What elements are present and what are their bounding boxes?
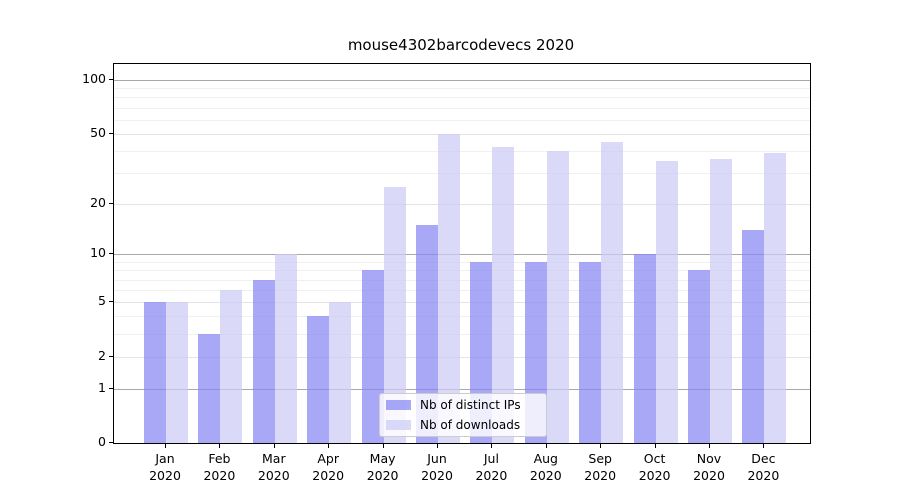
bar-downloads-oct	[655, 161, 678, 443]
y-axis-tick-label: 100	[82, 71, 106, 87]
bar-downloads-jul	[492, 147, 515, 443]
bar-downloads-jan	[166, 302, 188, 443]
x-axis-tick-label: Aug 2020	[529, 451, 562, 483]
x-tick-mark	[600, 444, 602, 448]
x-axis-tick-label: Feb 2020	[203, 451, 236, 483]
gridline-major	[114, 133, 810, 135]
y-tick-mark	[109, 301, 113, 303]
gridline-major	[114, 388, 810, 390]
x-axis-tick-label: Jul 2020	[475, 451, 508, 483]
chart-title: mouse4302barcodevecs 2020	[347, 36, 575, 54]
gridline-minor	[114, 119, 810, 121]
y-tick-mark	[109, 442, 113, 443]
gridline-minor	[114, 97, 810, 99]
legend: Nb of distinct IPs Nb of downloads	[379, 393, 547, 437]
gridline-minor	[114, 290, 810, 291]
bar-downloads-sep	[601, 141, 624, 443]
x-tick-mark	[165, 444, 166, 448]
x-tick-mark	[763, 444, 765, 448]
plot-area	[113, 63, 811, 444]
bar-distinct-ips-mar	[252, 279, 275, 443]
legend-label: Nb of downloads	[420, 418, 521, 432]
gridline-major	[114, 80, 810, 82]
legend-swatch	[386, 400, 411, 410]
bar-downloads-feb	[220, 290, 243, 443]
x-tick-mark	[382, 444, 384, 448]
x-axis-tick-label: Sep 2020	[584, 451, 617, 483]
y-axis-tick-label: 2	[98, 347, 106, 363]
gridline-minor	[114, 88, 810, 90]
x-tick-mark	[491, 444, 493, 448]
y-axis-tick-label: 10	[90, 245, 106, 261]
bar-distinct-ips-nov	[688, 270, 710, 443]
bar-distinct-ips-apr	[307, 316, 330, 443]
gridline-minor	[114, 172, 810, 174]
legend-swatch	[386, 420, 411, 430]
gridline-minor	[114, 270, 810, 272]
gridline-minor	[114, 261, 810, 263]
x-tick-mark	[437, 444, 438, 448]
y-tick-mark	[109, 355, 113, 357]
bar-downloads-mar	[274, 254, 297, 443]
x-axis-tick-label: Dec 2020	[747, 451, 780, 483]
bar-distinct-ips-sep	[579, 261, 602, 443]
y-axis-tick-label: 5	[98, 293, 106, 309]
gridline-major	[114, 203, 810, 205]
legend-item-downloads: Nb of downloads	[386, 416, 540, 434]
y-axis-tick-label: 50	[90, 124, 106, 140]
gridline-minor	[114, 316, 810, 318]
gridline-minor	[114, 279, 810, 281]
x-tick-mark	[654, 444, 656, 448]
y-tick-mark	[109, 253, 113, 255]
x-axis-tick-label: Jan 2020	[149, 451, 181, 483]
x-axis-tick-label: Mar 2020	[257, 451, 290, 483]
gridline-major	[114, 302, 810, 304]
x-axis-tick-label: May 2020	[366, 451, 399, 483]
gridline-minor	[114, 334, 810, 335]
y-axis-tick-label: 1	[98, 379, 106, 395]
x-tick-mark	[328, 444, 330, 448]
bar-distinct-ips-jan	[144, 302, 166, 443]
x-tick-mark	[273, 444, 275, 448]
bar-downloads-nov	[710, 159, 732, 443]
x-axis-tick-label: Jun 2020	[421, 451, 453, 483]
bar-distinct-ips-feb	[198, 334, 221, 443]
bar-distinct-ips-oct	[633, 254, 656, 443]
bar-distinct-ips-may	[361, 270, 384, 443]
legend-item-distinct-ips: Nb of distinct IPs	[386, 396, 540, 414]
x-tick-mark	[545, 444, 547, 448]
bar-downloads-jun	[438, 133, 460, 443]
bar-downloads-aug	[546, 151, 569, 443]
x-axis-tick-label: Apr 2020	[312, 451, 345, 483]
y-axis-tick-label: 20	[90, 194, 106, 210]
y-tick-mark	[109, 387, 113, 389]
gridline-major	[114, 356, 810, 358]
bar-downloads-apr	[329, 302, 352, 443]
x-axis-tick-label: Nov 2020	[693, 451, 725, 483]
x-tick-mark	[709, 444, 710, 448]
y-tick-mark	[109, 202, 113, 204]
x-tick-mark	[219, 444, 221, 448]
gridline-major	[114, 254, 810, 256]
legend-label: Nb of distinct IPs	[420, 398, 521, 412]
bar-distinct-ips-dec	[742, 230, 765, 443]
x-axis-tick-label: Oct 2020	[638, 451, 671, 483]
y-tick-mark	[109, 79, 113, 81]
y-axis-tick-label: 0	[98, 434, 106, 449]
gridline-minor	[114, 107, 810, 109]
bar-downloads-dec	[764, 152, 787, 443]
bar-downloads-may	[383, 186, 406, 443]
bar-distinct-ips-jun	[416, 225, 438, 443]
y-tick-mark	[109, 132, 113, 134]
gridline-minor	[114, 151, 810, 153]
